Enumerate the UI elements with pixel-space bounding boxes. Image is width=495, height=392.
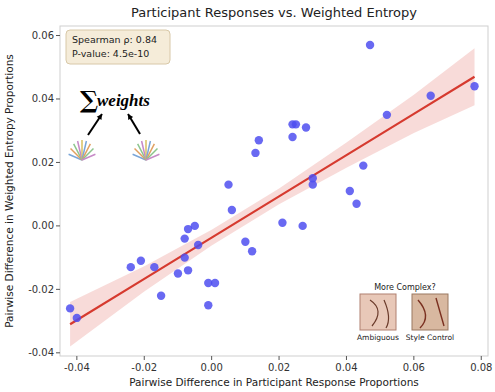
inset-image-detail	[370, 300, 389, 328]
point	[180, 253, 188, 261]
inset-image	[360, 294, 396, 330]
regression-line	[70, 77, 474, 325]
point	[127, 263, 135, 271]
x-tick	[76, 356, 77, 360]
x-tick	[481, 356, 482, 360]
plot-frame	[60, 26, 488, 356]
y-tick	[56, 98, 60, 99]
point	[352, 199, 360, 207]
point	[292, 120, 300, 128]
point	[248, 247, 256, 255]
y-tick-label: 0.04	[32, 93, 54, 104]
point	[73, 314, 81, 322]
arrow-head	[128, 114, 133, 120]
x-tick-label: -0.04	[64, 362, 90, 373]
point	[174, 269, 182, 277]
x-tick-label: 0.00	[201, 362, 223, 373]
point	[194, 241, 202, 249]
inset-label: Ambiguous	[357, 333, 399, 342]
tree-icon	[82, 154, 95, 160]
point	[66, 304, 74, 312]
point	[359, 161, 367, 169]
point	[211, 279, 219, 287]
x-tick-label: 0.02	[268, 362, 290, 373]
point	[191, 222, 199, 230]
point	[309, 180, 317, 188]
point	[224, 180, 232, 188]
point	[180, 234, 188, 242]
y-tick	[56, 225, 60, 226]
inset-image-detail	[418, 298, 444, 328]
point	[184, 266, 192, 274]
point	[241, 238, 249, 246]
confidence-band	[70, 48, 474, 346]
point	[366, 41, 374, 49]
point	[251, 149, 259, 157]
point	[137, 257, 145, 265]
x-axis-label: Pairwise Difference in Participant Respo…	[129, 376, 419, 388]
sum-symbol: ∑	[80, 85, 98, 114]
sum-label: weights	[97, 91, 150, 110]
point	[298, 222, 306, 230]
y-tick	[56, 35, 60, 36]
y-tick-label: 0.06	[32, 30, 54, 41]
point	[288, 133, 296, 141]
x-tick	[144, 356, 145, 360]
y-tick	[56, 352, 60, 353]
x-tick	[413, 356, 414, 360]
y-tick-label: 0.00	[32, 220, 54, 231]
point	[427, 92, 435, 100]
x-tick-label: 0.04	[335, 362, 357, 373]
x-tick-label: 0.06	[403, 362, 425, 373]
inset-label: Style Control	[406, 333, 454, 342]
point	[470, 82, 478, 90]
chart: -0.04 -0.02 0.00 0.02 0.04 0.06 0.08 -0.04 -0.02…	[0, 0, 495, 392]
point	[157, 292, 165, 300]
x-tick	[211, 356, 212, 360]
y-tick	[56, 162, 60, 163]
y-tick-label: -0.04	[28, 347, 54, 358]
plot-area	[66, 41, 479, 347]
y-tick-label: -0.02	[28, 284, 54, 295]
point	[150, 263, 158, 271]
y-tick-label: 0.02	[32, 157, 54, 168]
arrow	[128, 114, 140, 134]
tree-icon	[146, 154, 159, 160]
arrow-head	[97, 114, 102, 120]
point	[228, 206, 236, 214]
y-tick	[56, 289, 60, 290]
stats-text: P-value: 4.5e-10	[72, 48, 149, 59]
inset-image	[412, 294, 448, 330]
stats-box	[66, 30, 170, 64]
x-tick-label: 0.08	[470, 362, 492, 373]
point	[278, 219, 286, 227]
inset-question: More Complex?	[374, 283, 436, 292]
point	[302, 123, 310, 131]
stats-text: Spearman ρ: 0.84	[72, 34, 157, 45]
y-axis-label: Pairwise Difference in Weighted Entropy …	[3, 54, 15, 328]
point	[255, 136, 263, 144]
point	[204, 301, 212, 309]
point	[383, 111, 391, 119]
title: Participant Responses vs. Weighted Entro…	[131, 5, 417, 20]
arrow	[88, 114, 102, 135]
x-tick	[346, 356, 347, 360]
point	[346, 187, 354, 195]
x-tick-label: -0.02	[131, 362, 157, 373]
x-tick	[279, 356, 280, 360]
